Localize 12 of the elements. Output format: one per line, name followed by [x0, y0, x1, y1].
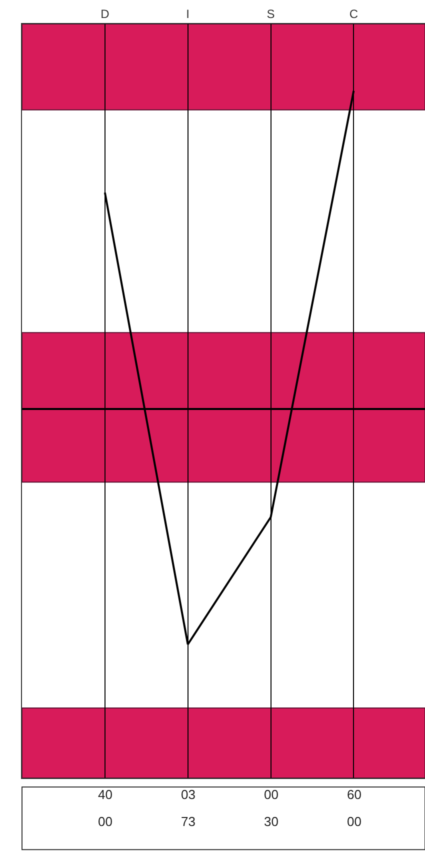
- text: 03: [181, 787, 196, 802]
- text: 00: [347, 814, 362, 829]
- text: 00: [264, 787, 278, 802]
- x-tick-label: S: [266, 7, 275, 22]
- text: 60: [347, 787, 362, 802]
- text: 30: [264, 814, 278, 829]
- text: 40: [98, 787, 112, 802]
- x-tick-label: D: [100, 7, 110, 22]
- x-tick-label: I: [186, 7, 190, 22]
- text: 73: [181, 814, 196, 829]
- x-tick-label: C: [349, 7, 358, 22]
- text: 00: [98, 814, 112, 829]
